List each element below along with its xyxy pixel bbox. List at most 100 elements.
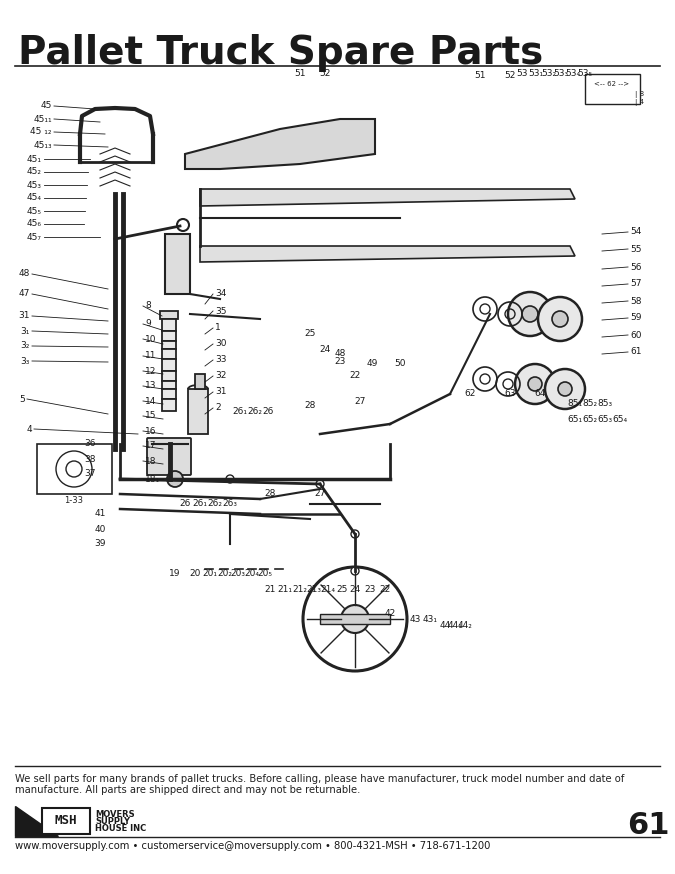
Polygon shape [15, 806, 58, 836]
Text: 27: 27 [315, 489, 325, 498]
Text: 59: 59 [630, 314, 641, 323]
Text: 26₂: 26₂ [207, 500, 223, 509]
Text: 39: 39 [95, 539, 106, 549]
Text: 52: 52 [504, 72, 516, 80]
Circle shape [528, 377, 542, 391]
Circle shape [522, 306, 538, 322]
Text: 5: 5 [20, 394, 25, 404]
Text: SUPPLY: SUPPLY [95, 817, 130, 826]
Circle shape [545, 369, 585, 409]
Text: 3₁: 3₁ [21, 327, 30, 336]
Text: 58: 58 [630, 296, 641, 306]
Text: MSH: MSH [55, 815, 77, 828]
Text: 28: 28 [304, 401, 316, 411]
Text: 4: 4 [26, 425, 32, 434]
Circle shape [508, 292, 552, 336]
Bar [162, 331, 176, 341]
Text: 57: 57 [630, 280, 641, 288]
Bar [165, 234, 190, 294]
Bar [585, 74, 640, 104]
Text: 56: 56 [630, 262, 641, 272]
Text: 24: 24 [350, 585, 360, 593]
Text: 61: 61 [630, 348, 641, 357]
Text: 41: 41 [95, 510, 106, 518]
Text: 64: 64 [535, 390, 545, 399]
Text: 1: 1 [215, 323, 221, 332]
Text: 45 ₁₂: 45 ₁₂ [30, 128, 52, 136]
Text: 26: 26 [180, 500, 190, 509]
Text: 45₆: 45₆ [27, 219, 42, 228]
Bar [162, 341, 176, 349]
Text: 45₅: 45₅ [27, 206, 42, 216]
Text: 20₅: 20₅ [257, 570, 273, 579]
Bar [195, 374, 205, 389]
Text: manufacture. All parts are shipped direct and may not be returnable.: manufacture. All parts are shipped direc… [15, 785, 360, 795]
Bar [188, 389, 208, 434]
Bar [162, 389, 176, 399]
Circle shape [538, 297, 582, 341]
Text: 21₁: 21₁ [277, 585, 292, 593]
Text: 25: 25 [336, 585, 348, 593]
Text: 12: 12 [145, 366, 157, 376]
Text: | 8: | 8 [635, 91, 644, 98]
Text: 65₄: 65₄ [612, 414, 628, 424]
Text: 16: 16 [145, 427, 157, 435]
Text: HOUSE INC: HOUSE INC [95, 824, 146, 833]
Text: 21: 21 [265, 585, 275, 593]
Text: 10: 10 [145, 335, 157, 343]
Text: 63: 63 [504, 390, 516, 399]
Text: 65₁: 65₁ [568, 414, 583, 424]
Bar [320, 614, 390, 624]
Text: 3₃: 3₃ [21, 357, 30, 365]
Text: 26: 26 [263, 407, 273, 417]
Text: 85₃: 85₃ [597, 399, 613, 408]
Text: 45₁: 45₁ [27, 155, 42, 163]
Text: 43₁: 43₁ [423, 614, 437, 623]
Polygon shape [185, 119, 375, 169]
Bar [37, 444, 112, 494]
Text: 31: 31 [215, 387, 227, 397]
Text: 26₁: 26₁ [192, 500, 207, 509]
FancyBboxPatch shape [42, 808, 90, 834]
Text: 45₁₃: 45₁₃ [33, 141, 52, 149]
Bar [162, 349, 176, 359]
Text: 27: 27 [354, 398, 366, 406]
Text: 1-33: 1-33 [65, 496, 84, 505]
Text: 32: 32 [215, 371, 226, 380]
Bar [162, 371, 176, 381]
Text: 61: 61 [627, 811, 669, 841]
Text: 44₂: 44₂ [458, 621, 472, 630]
Circle shape [351, 567, 359, 575]
Text: 21₄: 21₄ [321, 585, 335, 593]
Text: 11: 11 [145, 351, 157, 360]
Circle shape [351, 530, 359, 538]
Text: 3₂: 3₂ [21, 342, 30, 350]
Bar [160, 311, 178, 319]
Text: 85₁: 85₁ [568, 399, 583, 408]
Text: 42: 42 [384, 609, 396, 619]
Text: 52: 52 [319, 70, 331, 79]
Text: 20₄: 20₄ [244, 570, 259, 579]
Text: 17: 17 [145, 441, 157, 450]
Text: 18₁: 18₁ [145, 475, 160, 483]
Text: 23: 23 [334, 357, 346, 366]
Text: www.moversupply.com • customerservice@moversupply.com • 800-4321-MSH • 718-671-1: www.moversupply.com • customerservice@mo… [15, 841, 490, 851]
Text: 38: 38 [84, 454, 96, 463]
Text: 33: 33 [215, 356, 227, 364]
Text: 30: 30 [215, 339, 227, 349]
Text: 2: 2 [215, 404, 221, 413]
Text: 45₁₁: 45₁₁ [33, 114, 52, 123]
Text: 55: 55 [630, 245, 641, 253]
Text: 21₃: 21₃ [306, 585, 321, 593]
Text: <-- 62 -->: <-- 62 --> [595, 81, 630, 87]
Text: 8: 8 [145, 302, 151, 310]
Text: 85₂: 85₂ [583, 399, 597, 408]
Text: 53₂: 53₂ [541, 70, 557, 79]
Text: 53: 53 [516, 70, 528, 79]
Circle shape [226, 475, 234, 483]
Text: 53₃: 53₃ [554, 70, 568, 79]
Text: 20₁: 20₁ [202, 570, 217, 579]
Text: 48: 48 [334, 350, 346, 358]
Text: 14: 14 [145, 397, 157, 406]
Text: 23: 23 [364, 585, 376, 593]
